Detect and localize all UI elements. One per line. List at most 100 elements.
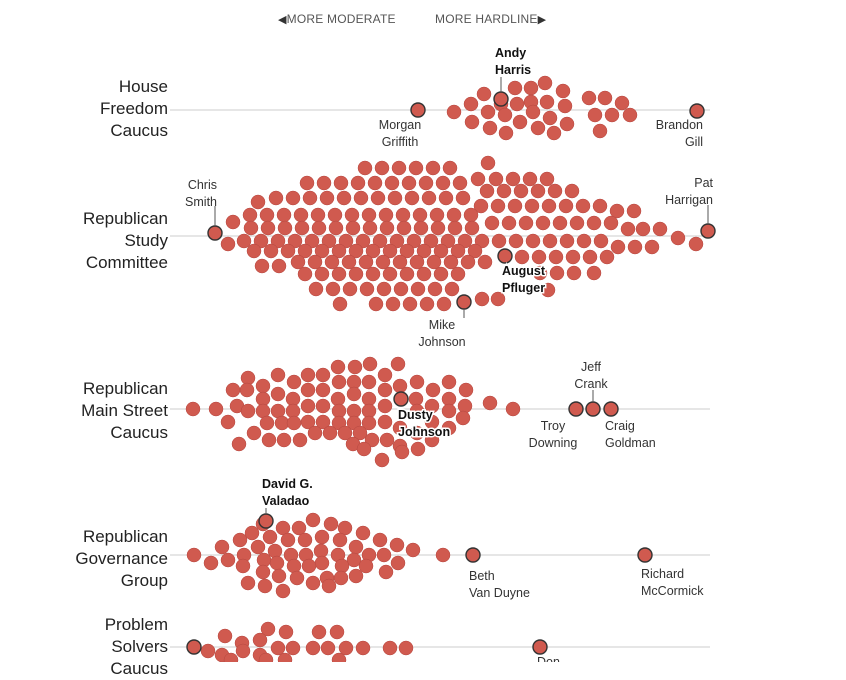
member-label: Troy [541, 419, 566, 433]
member-dot-rsc [541, 198, 557, 214]
member-dot-rgg [262, 529, 278, 545]
member-dot-rsc [426, 254, 442, 270]
member-dot-msc [246, 425, 262, 441]
member-dot-rsc [569, 215, 585, 231]
member-dot-rsc [304, 233, 320, 249]
member-dot-rsc [263, 243, 279, 259]
group-label-rsc: Republican Study Committee [83, 208, 168, 274]
member-dot-rgg [333, 570, 349, 586]
member-dot-rsc [382, 243, 398, 259]
member-dot-rsc [375, 254, 391, 270]
member-dot-rsc [365, 243, 381, 259]
member-dot-ps [320, 640, 336, 656]
member-dot-rsc [299, 175, 315, 191]
member-dot-rsc [444, 281, 460, 297]
member-dot-msc [185, 401, 201, 417]
member-label: David G. [262, 477, 313, 491]
member-dot-rsc [396, 220, 412, 236]
member-dot-rsc [294, 220, 310, 236]
member-dot-rsc [368, 296, 384, 312]
highlighted-member-dot [207, 225, 223, 241]
member-dot-hfc [537, 75, 553, 91]
member-dot-rsc [302, 190, 318, 206]
member-dot-rsc [490, 198, 506, 214]
member-dot-rgg [376, 547, 392, 563]
member-dot-rsc [530, 183, 546, 199]
member-dot-msc [377, 382, 393, 398]
member-dot-rgg [346, 552, 362, 568]
member-dot-rsc [314, 243, 330, 259]
member-dot-hfc [507, 80, 523, 96]
member-dot-msc [379, 432, 395, 448]
member-dot-rsc [361, 207, 377, 223]
member-dot-msc [270, 367, 286, 383]
member-dot-msc [374, 452, 390, 468]
highlighted-member-dot [258, 513, 274, 529]
member-dot-rsc [254, 258, 270, 274]
member-dot-rgg [286, 558, 302, 574]
member-dot-rsc [421, 190, 437, 206]
member-dot-rsc [268, 190, 284, 206]
member-label: Craig [605, 419, 635, 433]
member-dot-rgg [240, 575, 256, 591]
member-dot-rsc [626, 203, 642, 219]
member-dot-rsc [236, 233, 252, 249]
member-dot-ps-highlight [186, 639, 202, 655]
member-dot-rsc [452, 175, 468, 191]
member-dot-rgg [348, 568, 364, 584]
member-label: Andy [495, 46, 526, 60]
member-dot-rsc [367, 175, 383, 191]
member-dot-rsc [409, 254, 425, 270]
more-moderate-label: ◀MORE MODERATE [278, 12, 396, 26]
member-dot-msc [225, 382, 241, 398]
member-label: Don [537, 655, 560, 662]
member-label: Harrigan [665, 193, 713, 207]
member-dot-rsc [401, 175, 417, 191]
member-dot-rsc [276, 207, 292, 223]
member-dot-rsc [525, 233, 541, 249]
member-dot-rsc [395, 207, 411, 223]
member-dot-rsc [455, 190, 471, 206]
member-dot-msc [361, 374, 377, 390]
member-dot-rsc [399, 243, 415, 259]
member-label: Pat [694, 176, 713, 190]
member-dot-rsc [331, 266, 347, 282]
member-dot-rsc [440, 233, 456, 249]
member-dot-rgg [235, 558, 251, 574]
member-dot-msc [307, 425, 323, 441]
member-dot-hfc [587, 107, 603, 123]
member-dot-msc [286, 415, 302, 431]
member-dot-rsc [387, 190, 403, 206]
member-dot-rsc [542, 233, 558, 249]
member-dot-rsc [392, 254, 408, 270]
member-dot-msc [377, 367, 393, 383]
member-dot-rsc [344, 207, 360, 223]
member-dot-hfc [557, 98, 573, 114]
highlighted-member-dot [410, 102, 426, 118]
member-label: Van Duyne [469, 586, 530, 600]
member-dot-rgg [314, 555, 330, 571]
member-dot-rsc [435, 175, 451, 191]
highlighted-member-dot [456, 294, 472, 310]
member-dot-rsc [327, 207, 343, 223]
member-dot-rsc [467, 243, 483, 259]
member-dot-rgg [305, 512, 321, 528]
member-dot-msc [377, 414, 393, 430]
member-dot-rsc [547, 183, 563, 199]
member-dot-msc [458, 382, 474, 398]
member-dot-hfc [559, 116, 575, 132]
member-dot-rsc [549, 265, 565, 281]
member-dot-ps [398, 640, 414, 656]
member-label: Smith [185, 195, 217, 209]
member-dot-msc [441, 374, 457, 390]
member-dot-rsc [359, 281, 375, 297]
member-dot-rgg [372, 532, 388, 548]
member-dot-rsc [442, 160, 458, 176]
member-dot-rsc [514, 249, 530, 265]
member-dot-msc [330, 359, 346, 375]
member-dot-msc [425, 382, 441, 398]
member-dot-rgg [280, 532, 296, 548]
member-dot-rsc [603, 215, 619, 231]
member-dot-rsc [319, 190, 335, 206]
member-dot-ps [329, 624, 345, 640]
